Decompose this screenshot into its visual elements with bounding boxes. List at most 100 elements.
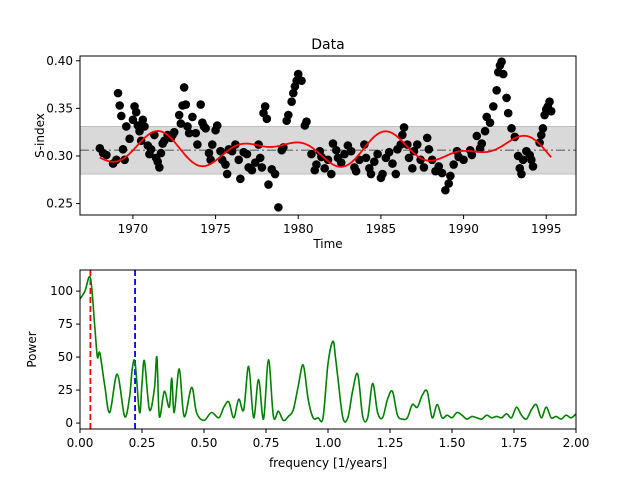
periodogram-axes: 0.00 0.25 0.50 0.75 1.00 1.25 1.50 1.75 2.00 0 25 5… bbox=[25, 269, 589, 470]
x-tick-label: 1990 bbox=[448, 222, 479, 236]
data-point bbox=[518, 155, 528, 165]
data-point bbox=[212, 121, 222, 130]
data-point bbox=[340, 149, 349, 159]
data-point bbox=[156, 148, 166, 158]
data-point bbox=[502, 93, 511, 103]
data-point bbox=[327, 169, 336, 179]
periodogram-ylabel: Power bbox=[25, 331, 39, 367]
y-tick-label: 100 bbox=[50, 284, 73, 298]
x-tick-label: 1.75 bbox=[501, 436, 528, 450]
data-point bbox=[117, 111, 126, 121]
x-tick-label: 1.50 bbox=[439, 436, 466, 450]
data-point bbox=[351, 166, 361, 176]
timeseries-ticks: 1970 1975 1980 1985 1990 1995 0.25 0.30 0.35 0.40 bbox=[46, 54, 561, 236]
data-point bbox=[234, 155, 244, 165]
data-point bbox=[176, 119, 186, 128]
x-tick-label: 0.50 bbox=[191, 436, 218, 450]
x-tick-label: 0.00 bbox=[67, 436, 94, 450]
data-point bbox=[121, 122, 131, 131]
data-point bbox=[181, 100, 191, 109]
data-point bbox=[201, 124, 210, 133]
data-point bbox=[260, 102, 270, 111]
periodogram-xlabel: frequency [1/years] bbox=[269, 456, 387, 470]
data-point bbox=[378, 169, 387, 179]
data-point bbox=[274, 203, 283, 212]
data-point bbox=[459, 155, 468, 165]
data-point bbox=[222, 169, 232, 179]
data-point bbox=[498, 69, 508, 79]
data-point bbox=[255, 153, 265, 163]
data-point bbox=[419, 163, 429, 172]
data-point bbox=[517, 169, 526, 179]
periodogram-ticks: 0.00 0.25 0.50 0.75 1.00 1.25 1.50 1.75 2.00 0 25 5… bbox=[50, 284, 589, 450]
data-point bbox=[434, 162, 444, 171]
timeseries-ylabel: S-index bbox=[33, 113, 47, 158]
periodogram-frame bbox=[79, 269, 577, 430]
x-tick-label: 1995 bbox=[531, 222, 562, 236]
timeseries-frame bbox=[79, 55, 577, 216]
x-tick-label: 1.25 bbox=[377, 436, 404, 450]
data-point bbox=[336, 158, 346, 167]
data-point bbox=[538, 124, 548, 133]
data-point bbox=[391, 169, 401, 179]
data-point bbox=[257, 163, 267, 172]
data-point bbox=[128, 115, 138, 125]
data-point bbox=[388, 159, 397, 168]
data-point bbox=[221, 160, 230, 169]
data-point bbox=[408, 164, 417, 173]
data-point bbox=[360, 140, 369, 149]
data-point bbox=[497, 57, 506, 67]
data-point bbox=[467, 150, 477, 160]
data-point bbox=[545, 97, 554, 106]
data-point bbox=[444, 179, 453, 188]
timeseries-xlabel: Time bbox=[312, 237, 342, 251]
data-point bbox=[424, 145, 434, 154]
data-point bbox=[118, 145, 128, 154]
fit-curve bbox=[99, 130, 552, 168]
data-point bbox=[449, 160, 458, 169]
data-point bbox=[485, 118, 495, 127]
data-point bbox=[535, 138, 544, 147]
data-point bbox=[288, 88, 298, 98]
data-point bbox=[270, 169, 280, 179]
data-point bbox=[297, 76, 306, 86]
data-point bbox=[302, 117, 311, 126]
data-point bbox=[312, 160, 321, 169]
x-tick-label: 1980 bbox=[283, 222, 314, 236]
data-point bbox=[317, 152, 326, 162]
data-point bbox=[492, 85, 501, 95]
data-point bbox=[196, 100, 205, 109]
data-point bbox=[320, 164, 329, 173]
data-point bbox=[264, 180, 273, 189]
data-point bbox=[546, 106, 556, 116]
data-point bbox=[399, 123, 409, 132]
data-point bbox=[437, 168, 447, 178]
data-point bbox=[403, 140, 412, 149]
data-point bbox=[155, 163, 164, 172]
x-tick-label: 1970 bbox=[118, 222, 149, 236]
data-point bbox=[328, 139, 338, 148]
data-point bbox=[331, 145, 341, 155]
data-point bbox=[120, 155, 129, 165]
data-point bbox=[480, 126, 490, 136]
data-point bbox=[242, 149, 252, 159]
y-tick-label: 0.25 bbox=[46, 197, 73, 211]
data-point bbox=[169, 127, 179, 137]
data-point bbox=[131, 107, 141, 117]
data-point bbox=[284, 110, 293, 120]
x-tick-label: 1975 bbox=[200, 222, 231, 236]
data-point bbox=[527, 155, 536, 165]
data-point bbox=[384, 147, 394, 157]
x-tick-label: 1985 bbox=[366, 222, 397, 236]
data-point bbox=[489, 102, 498, 111]
periodogram-line-layer bbox=[79, 275, 577, 423]
data-point bbox=[262, 114, 272, 124]
data-point bbox=[441, 185, 450, 195]
data-point bbox=[536, 130, 546, 140]
x-tick-label: 1.00 bbox=[315, 436, 342, 450]
data-point bbox=[204, 148, 214, 158]
y-tick-label: 75 bbox=[58, 317, 73, 331]
data-point bbox=[369, 157, 379, 166]
y-tick-label: 0.40 bbox=[46, 54, 73, 68]
y-tick-label: 0.35 bbox=[46, 101, 73, 115]
